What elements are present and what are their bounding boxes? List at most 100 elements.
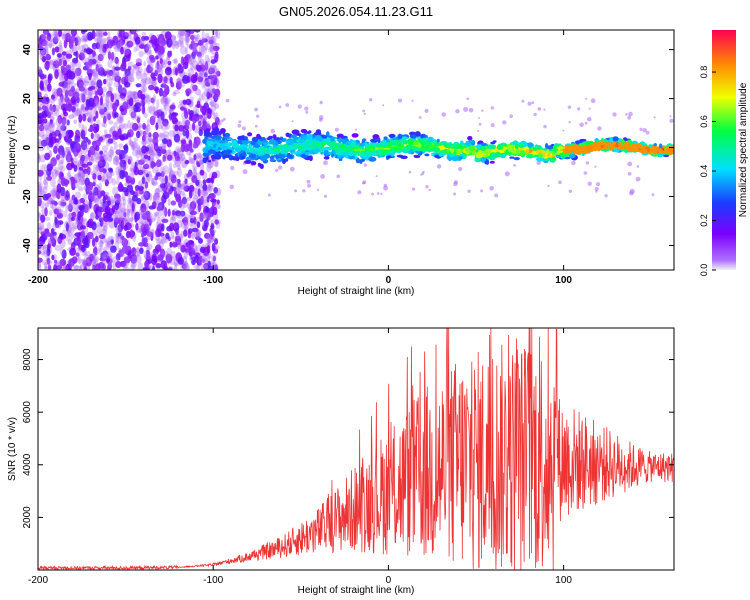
noise-cell <box>74 197 78 205</box>
noise-cell <box>583 171 588 175</box>
snr-series-line <box>38 328 674 570</box>
noise-cell <box>204 77 209 83</box>
noise-cell <box>478 122 482 126</box>
noise-cell <box>277 165 283 170</box>
noise-cell <box>203 219 209 228</box>
noise-cell <box>75 252 80 257</box>
noise-cell <box>62 84 66 94</box>
noise-cell <box>43 30 47 38</box>
noise-cell <box>123 211 127 218</box>
signal-cell <box>408 139 414 146</box>
noise-cell <box>58 132 62 140</box>
signal-cell <box>497 144 501 150</box>
noise-cell <box>186 31 190 37</box>
noise-cell <box>203 72 208 78</box>
noise-cell <box>92 237 96 247</box>
noise-cell <box>102 250 109 258</box>
noise-cell <box>107 235 114 241</box>
noise-cell <box>88 190 93 196</box>
noise-cell <box>118 134 126 140</box>
signal-cell <box>491 144 496 149</box>
signal-cell <box>339 145 345 149</box>
signal-cell <box>231 156 240 161</box>
signal-cell <box>254 157 258 161</box>
noise-cell <box>490 123 495 128</box>
noise-cell <box>192 42 197 52</box>
noise-cell <box>587 116 592 122</box>
noise-cell <box>170 200 177 206</box>
noise-cell <box>216 199 220 205</box>
noise-cell <box>53 31 59 39</box>
noise-cell <box>97 246 103 251</box>
noise-cell <box>256 114 260 118</box>
noise-cell <box>99 42 103 51</box>
noise-cell <box>625 113 628 116</box>
noise-cell <box>267 193 271 197</box>
noise-cell <box>92 46 97 51</box>
noise-cell <box>144 260 149 269</box>
noise-cell <box>88 73 92 81</box>
noise-cell <box>204 73 208 78</box>
noise-cell <box>87 112 92 118</box>
noise-cell <box>38 225 43 231</box>
noise-cell <box>144 163 149 168</box>
noise-cell <box>189 158 196 164</box>
noise-cell <box>80 35 88 41</box>
noise-cell <box>137 180 143 188</box>
noise-cell <box>179 190 185 196</box>
noise-cell <box>165 232 170 240</box>
noise-cell <box>172 91 177 97</box>
signal-cell <box>370 138 378 143</box>
noise-cell <box>175 229 180 240</box>
noise-cell <box>47 121 55 129</box>
noise-cell <box>46 192 52 198</box>
noise-cell <box>119 116 123 124</box>
noise-cell <box>78 204 85 211</box>
noise-cell <box>155 263 162 269</box>
signal-cell <box>282 138 287 142</box>
noise-cell <box>141 232 145 238</box>
noise-cell <box>131 195 138 202</box>
noise-cell <box>127 155 133 165</box>
noise-cell <box>149 49 153 56</box>
noise-cell <box>170 231 175 240</box>
signal-cell <box>577 149 584 154</box>
noise-cell <box>102 195 106 204</box>
noise-cell <box>168 108 172 114</box>
noise-cell <box>196 221 201 229</box>
noise-cell <box>205 97 209 104</box>
noise-cell <box>196 100 201 108</box>
signal-cell <box>377 137 381 144</box>
noise-cell <box>69 47 74 53</box>
noise-cell <box>436 164 442 169</box>
noise-cell <box>102 225 107 236</box>
noise-cell <box>92 71 99 80</box>
noise-cell <box>304 106 309 111</box>
noise-cell <box>397 98 403 103</box>
noise-cell <box>123 152 128 162</box>
noise-cell <box>197 202 202 213</box>
signal-cell <box>368 156 377 162</box>
noise-cell <box>97 53 104 62</box>
noise-cell <box>207 85 212 93</box>
x-tick-label: 100 <box>555 575 572 586</box>
noise-cell <box>157 239 161 245</box>
noise-cell <box>42 227 46 234</box>
noise-cell <box>39 80 44 90</box>
noise-cell <box>214 103 220 109</box>
noise-cell <box>80 145 88 155</box>
noise-cell <box>79 107 85 115</box>
noise-cell <box>75 129 80 137</box>
noise-cell <box>158 132 163 142</box>
noise-cell <box>140 78 147 88</box>
noise-cell <box>157 254 164 261</box>
noise-cell <box>590 98 596 104</box>
noise-cell <box>154 69 159 77</box>
noise-cell <box>134 36 141 45</box>
noise-cell <box>504 171 510 177</box>
x-tick-label: -100 <box>203 275 223 286</box>
noise-cell <box>131 262 136 270</box>
noise-cell <box>577 107 581 111</box>
noise-cell <box>193 243 197 252</box>
noise-cell <box>51 238 57 247</box>
